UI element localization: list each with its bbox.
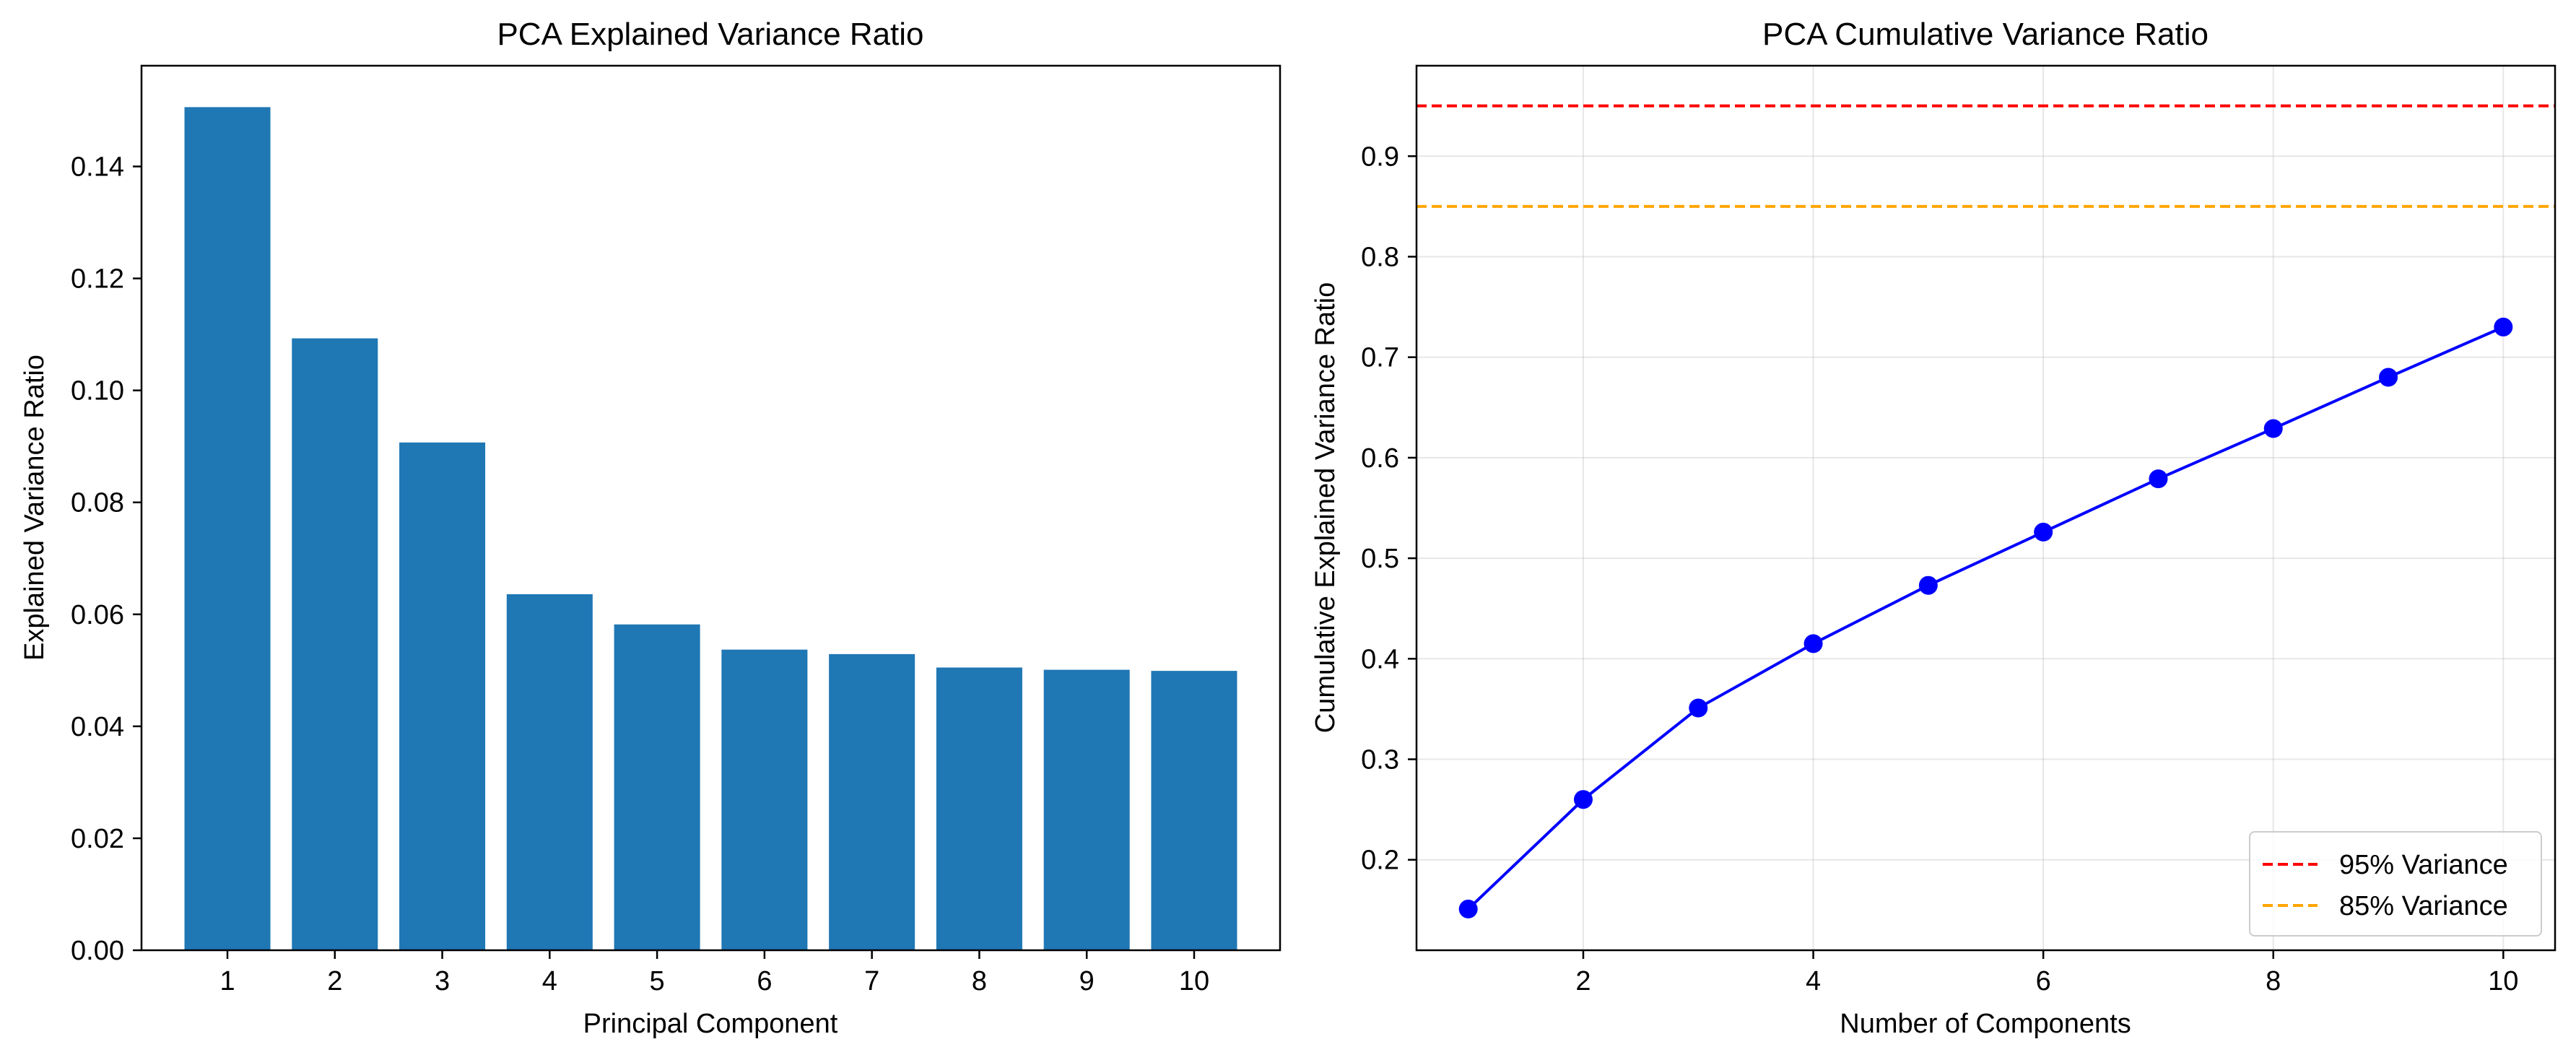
bar-x-tick-label: 7 — [864, 966, 879, 996]
bar-series — [184, 107, 1237, 950]
line-y-tick-label: 0.7 — [1361, 343, 1399, 373]
line-x-tick-label: 4 — [1806, 966, 1821, 996]
explained-variance-chart: PCA Explained Variance Ratio 1 2 3 4 5 6 7 8 9 10… — [19, 17, 1282, 1039]
line-chart-y-axis: 0.2 0.3 0.4 0.5 0.6 0.7 0.8 0.9 — [1361, 142, 1417, 876]
line-y-tick-label: 0.8 — [1361, 242, 1399, 272]
bar-chart-title: PCA Explained Variance Ratio — [497, 17, 923, 52]
bar-6 — [721, 649, 808, 950]
data-point-10 — [2494, 317, 2513, 336]
bar-x-tick-label: 2 — [327, 966, 342, 996]
bar-x-tick-label: 3 — [435, 966, 450, 996]
line-y-tick-label: 0.2 — [1361, 846, 1399, 876]
line-chart-grid — [1417, 66, 2555, 950]
data-point-1 — [1458, 899, 1478, 918]
bar-chart-y-label: Explained Variance Ratio — [19, 355, 50, 661]
bar-10 — [1151, 671, 1237, 950]
line-y-tick-label: 0.9 — [1361, 142, 1399, 172]
bar-2 — [292, 338, 378, 950]
line-chart-y-label: Cumulative Explained Variance Ratio — [1310, 282, 1341, 734]
line-chart-x-axis: 2 4 6 8 10 — [1575, 950, 2518, 996]
data-point-6 — [2034, 522, 2053, 542]
line-chart-x-label: Number of Components — [1840, 1009, 2131, 1039]
bar-y-tick-label: 0.04 — [71, 712, 124, 742]
line-series — [1458, 317, 2513, 918]
cumulative-variance-chart: PCA Cumulative Variance Ratio 2 4 6 8 10 0.2… — [1310, 17, 2557, 1039]
data-point-5 — [1918, 575, 1938, 595]
bar-y-tick-label: 0.06 — [71, 600, 124, 630]
legend-label-95: 95% Variance — [2339, 850, 2508, 880]
data-point-3 — [1689, 698, 1708, 718]
reference-lines — [1417, 104, 2555, 208]
bar-x-tick-label: 4 — [542, 966, 557, 996]
legend-box — [2249, 831, 2542, 937]
bar-3 — [399, 442, 486, 950]
line-y-tick-label: 0.6 — [1361, 443, 1399, 474]
bar-y-tick-label: 0.14 — [71, 152, 124, 183]
bar-7 — [829, 653, 915, 950]
data-point-8 — [2263, 419, 2283, 438]
bar-x-tick-label: 8 — [972, 966, 987, 996]
bar-chart-frame — [140, 64, 1282, 952]
legend: 95% Variance 85% Variance — [2249, 831, 2542, 937]
bar-y-tick-label: 0.10 — [71, 376, 124, 407]
data-point-4 — [1803, 634, 1823, 653]
bar-chart-x-axis: 1 2 3 4 5 6 7 8 9 10 — [219, 950, 1209, 996]
line-y-tick-label: 0.4 — [1361, 644, 1399, 674]
line-x-tick-label: 10 — [2488, 966, 2518, 996]
bar-y-tick-label: 0.12 — [71, 264, 124, 295]
bar-y-tick-label: 0.08 — [71, 488, 124, 518]
bar-chart-y-axis: 0.00 0.02 0.04 0.06 0.08 0.10 0.12 0.14 — [71, 152, 142, 966]
bar-x-tick-label: 1 — [219, 966, 235, 996]
bar-5 — [614, 624, 700, 950]
line-chart-title: PCA Cumulative Variance Ratio — [1762, 17, 2209, 52]
line-y-tick-label: 0.3 — [1361, 745, 1399, 776]
legend-label-85: 85% Variance — [2339, 891, 2508, 921]
line-chart-frame — [1415, 64, 2557, 952]
data-point-2 — [1573, 790, 1593, 809]
line-x-tick-label: 6 — [2036, 966, 2051, 996]
line-y-tick-label: 0.5 — [1361, 544, 1399, 574]
bar-9 — [1043, 669, 1130, 950]
line-x-tick-label: 8 — [2266, 966, 2281, 996]
data-point-9 — [2379, 368, 2398, 387]
bar-y-tick-label: 0.00 — [71, 936, 124, 966]
bar-y-tick-label: 0.02 — [71, 824, 124, 854]
bar-4 — [506, 594, 593, 950]
cumulative-variance-line — [1467, 326, 2505, 911]
bar-x-tick-label: 9 — [1079, 966, 1095, 996]
bar-chart-x-label: Principal Component — [583, 1009, 838, 1039]
bar-1 — [184, 107, 271, 950]
bar-x-tick-label: 5 — [650, 966, 665, 996]
line-x-tick-label: 2 — [1575, 966, 1591, 996]
bar-x-tick-label: 6 — [757, 966, 772, 996]
data-point-7 — [2149, 469, 2168, 489]
bar-8 — [936, 667, 1022, 950]
bar-x-tick-label: 10 — [1179, 966, 1209, 996]
